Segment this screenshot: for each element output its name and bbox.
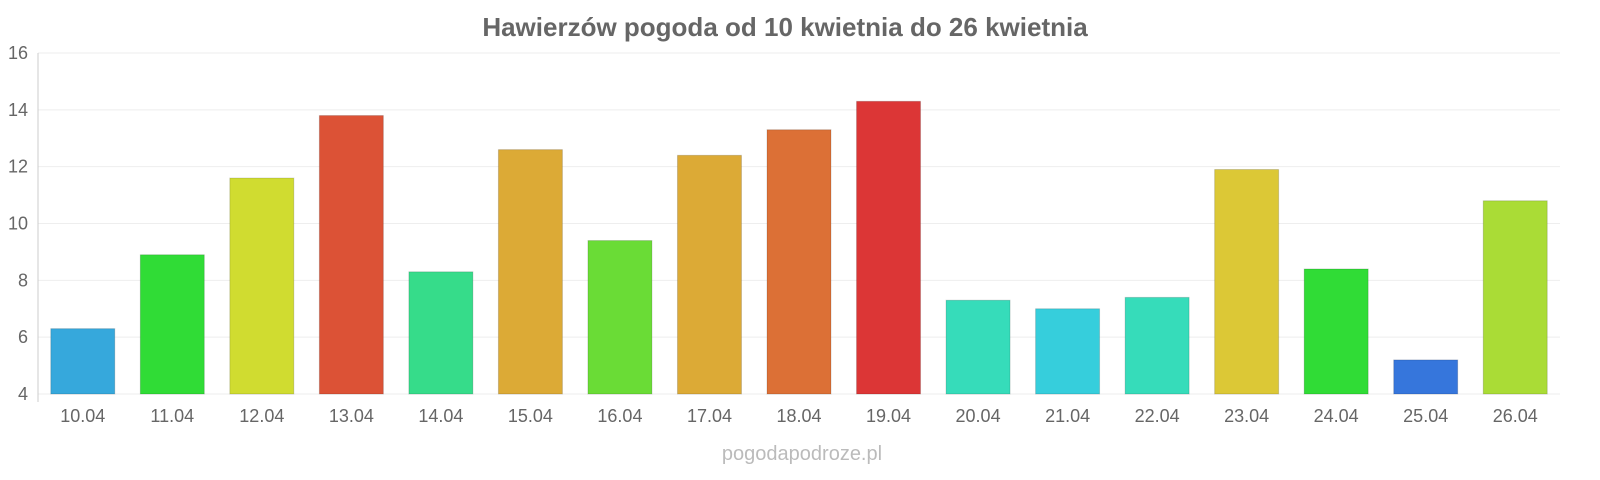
bar-24.04 — [1303, 268, 1369, 395]
x-tick-label: 20.04 — [956, 406, 1001, 426]
y-tick-label: 12 — [8, 157, 28, 177]
y-axis-ticks: 4 6 8 10 12 14 16 — [8, 43, 28, 404]
x-axis-ticks: 10.04 11.04 12.04 13.04 14.04 15.04 16.04 17.04… — [60, 406, 1538, 426]
y-tick-label: 10 — [8, 214, 28, 234]
bar-14.04 — [408, 271, 474, 395]
bar-17.04 — [676, 154, 742, 395]
y-tick-label: 14 — [8, 100, 28, 120]
x-tick-label: 11.04 — [150, 406, 194, 426]
bar-13.04 — [318, 115, 384, 395]
bar-25.04 — [1393, 359, 1459, 395]
x-tick-label: 13.04 — [329, 406, 374, 426]
bar-18.04 — [766, 129, 832, 395]
bar-26.04 — [1482, 200, 1548, 395]
x-tick-label: 17.04 — [687, 406, 732, 426]
x-tick-label: 18.04 — [776, 406, 821, 426]
y-tick-label: 6 — [18, 327, 28, 347]
x-tick-label: 16.04 — [597, 406, 642, 426]
y-tick-label: 8 — [18, 270, 28, 290]
x-tick-label: 24.04 — [1314, 406, 1359, 426]
bar-19.04 — [856, 100, 922, 395]
x-tick-label: 25.04 — [1403, 406, 1448, 426]
x-tick-label: 19.04 — [866, 406, 911, 426]
x-tick-label: 15.04 — [508, 406, 553, 426]
chart-title: Hawierzów pogoda od 10 kwietnia do 26 kw… — [482, 12, 1088, 42]
x-tick-label: 26.04 — [1493, 406, 1538, 426]
y-tick-label: 16 — [8, 43, 28, 63]
bars — [50, 100, 1548, 395]
x-tick-label: 23.04 — [1224, 406, 1269, 426]
x-tick-label: 22.04 — [1135, 406, 1180, 426]
watermark: pogodapodroze.pl — [722, 443, 882, 465]
bar-12.04 — [229, 177, 295, 395]
bar-11.04 — [139, 254, 205, 395]
x-tick-label: 14.04 — [418, 406, 463, 426]
y-tick-label: 4 — [18, 384, 28, 404]
x-tick-label: 10.04 — [60, 406, 105, 426]
x-tick-label: 12.04 — [239, 406, 284, 426]
bar-22.04 — [1124, 296, 1190, 395]
bar-10.04 — [50, 328, 116, 395]
bar-20.04 — [945, 299, 1011, 395]
bar-15.04 — [497, 149, 563, 395]
bar-21.04 — [1035, 308, 1101, 395]
x-tick-label: 21.04 — [1045, 406, 1090, 426]
bar-23.04 — [1214, 169, 1280, 395]
bar-16.04 — [587, 240, 653, 395]
